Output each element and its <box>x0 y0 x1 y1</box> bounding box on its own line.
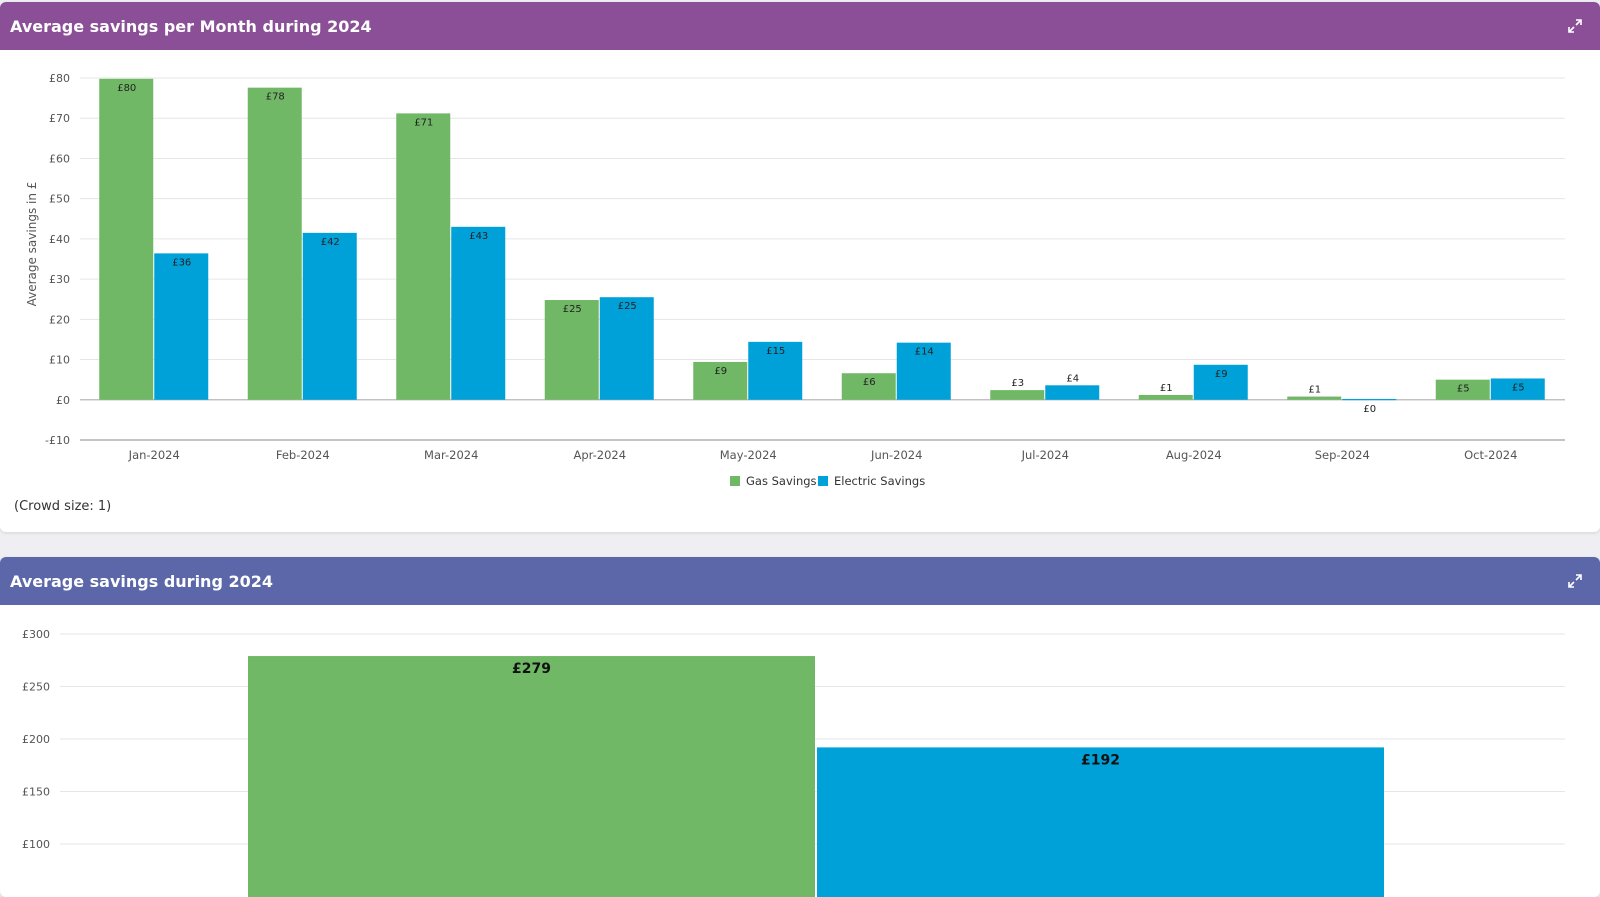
data-label: £25 <box>618 301 637 312</box>
x-tick-label: Oct-2024 <box>1464 448 1517 462</box>
y-tick-label: £30 <box>49 273 70 286</box>
x-tick-label: Jul-2024 <box>1021 448 1069 462</box>
x-tick-label: May-2024 <box>720 448 777 462</box>
yearly-savings-panel: Average savings during 2024 £100 £150 £200… <box>0 557 1600 897</box>
x-tick-label: Sep-2024 <box>1315 448 1370 462</box>
data-label: £9 <box>714 366 727 377</box>
legend-swatch-electric <box>818 476 828 486</box>
yearly-savings-chart: £100 £150 £200 £250 £300 £279 £192 <box>22 628 1565 897</box>
data-label: £43 <box>469 231 488 242</box>
legend-swatch-gas <box>730 476 740 486</box>
expand-icon[interactable] <box>1560 11 1590 41</box>
data-label: £80 <box>117 83 136 94</box>
gas-bar <box>693 361 748 400</box>
monthly-savings-chart: -£10 £0 £10 £20 £30 £40 £50 £60 £70 £80 Average sa… <box>25 72 1565 488</box>
x-tick-label: Apr-2024 <box>573 448 626 462</box>
y-tick-label: £300 <box>22 628 50 641</box>
gas-total-bar <box>248 656 815 897</box>
x-tick-label: Jan-2024 <box>128 448 180 462</box>
data-label: £36 <box>172 257 191 268</box>
gas-bar <box>1138 394 1193 400</box>
data-label: £42 <box>321 237 340 248</box>
data-label: £1 <box>1160 383 1173 394</box>
y-tick-label: -£10 <box>45 434 70 447</box>
y-tick-label: £250 <box>22 681 50 694</box>
data-label: £3 <box>1011 378 1024 389</box>
y-tick-label: £80 <box>49 72 70 85</box>
gas-bar <box>1287 396 1342 400</box>
gas-bar <box>99 78 154 400</box>
expand-icon[interactable] <box>1560 566 1590 596</box>
monthly-savings-header: Average savings per Month during 2024 <box>0 2 1600 50</box>
panel-title: Average savings per Month during 2024 <box>10 16 372 36</box>
data-label: £71 <box>414 117 433 128</box>
electric-total-bar <box>817 747 1384 897</box>
y-tick-label: £200 <box>22 733 50 746</box>
y-tick-label: £70 <box>49 112 70 125</box>
y-tick-label: £0 <box>56 394 70 407</box>
gas-bar <box>396 113 451 400</box>
y-tick-label: £60 <box>49 152 70 165</box>
y-tick-label: £40 <box>49 233 70 246</box>
data-label: £5 <box>1457 384 1470 395</box>
electric-bar <box>896 342 951 400</box>
data-label: £6 <box>863 377 876 388</box>
data-label: £14 <box>915 347 934 358</box>
x-tick-label: Mar-2024 <box>424 448 478 462</box>
electric-bar <box>154 253 209 400</box>
x-tick-label: Aug-2024 <box>1166 448 1222 462</box>
gas-bar <box>247 87 302 400</box>
data-label: £15 <box>766 346 785 357</box>
electric-bar <box>1490 378 1545 400</box>
crowd-size-text: (Crowd size: 1) <box>14 499 112 514</box>
data-label: £25 <box>563 304 582 315</box>
gas-bar <box>544 300 599 400</box>
electric-bar <box>1045 385 1100 400</box>
y-tick-label: £20 <box>49 313 70 326</box>
electric-bar <box>1342 398 1397 401</box>
panel-title: Average savings during 2024 <box>10 571 273 591</box>
y-axis-label: Average savings in £ <box>25 182 39 307</box>
y-tick-label: £150 <box>22 786 50 799</box>
gas-bar <box>841 373 896 400</box>
legend-label-gas: Gas Savings <box>746 474 817 488</box>
data-label: £279 <box>512 661 551 677</box>
electric-bar <box>302 232 357 400</box>
electric-bar <box>599 297 654 400</box>
legend-label-electric: Electric Savings <box>834 474 925 488</box>
y-tick-label: £50 <box>49 193 70 206</box>
data-label: £0 <box>1363 404 1376 415</box>
data-label: £78 <box>266 92 285 103</box>
electric-bar <box>1193 364 1248 400</box>
gas-bar <box>1435 379 1490 400</box>
monthly-savings-panel: Average savings per Month during 2024 -£… <box>0 2 1600 532</box>
data-label: £4 <box>1066 373 1079 384</box>
y-tick-label: £10 <box>49 354 70 367</box>
data-label: £9 <box>1215 369 1228 380</box>
data-label: £1 <box>1308 385 1321 396</box>
y-tick-label: £100 <box>22 838 50 851</box>
data-label: £192 <box>1081 752 1120 768</box>
data-label: £5 <box>1512 382 1525 393</box>
x-tick-label: Jun-2024 <box>870 448 922 462</box>
gas-bar <box>990 390 1045 400</box>
yearly-savings-header: Average savings during 2024 <box>0 557 1600 605</box>
x-tick-label: Feb-2024 <box>276 448 330 462</box>
electric-bar <box>748 341 803 400</box>
electric-bar <box>451 226 506 400</box>
